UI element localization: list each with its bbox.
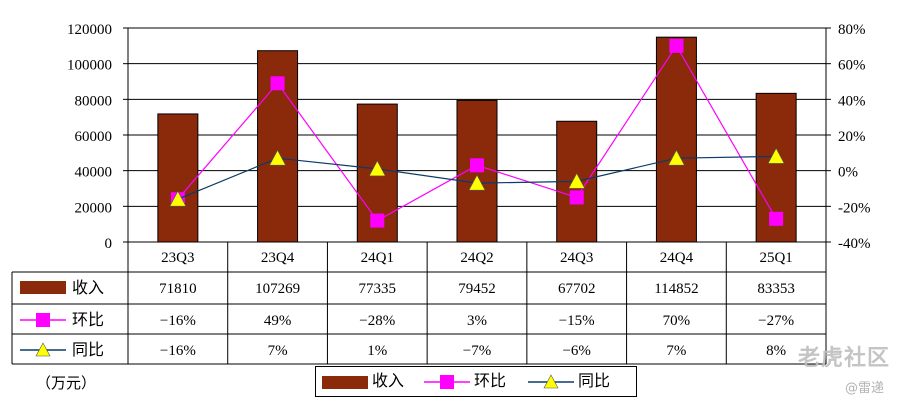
- y-left-tick-label: 120000: [67, 22, 112, 38]
- data-label: 107269: [255, 281, 300, 297]
- legend-label-qoq: 环比: [474, 373, 507, 390]
- y-left-tick-label: 20000: [75, 200, 113, 216]
- bar-24Q4: [655, 36, 697, 243]
- legend-swatch-revenue: [322, 376, 368, 389]
- data-label: 114852: [654, 281, 698, 297]
- row-header-yoy: 同比: [72, 341, 104, 359]
- legend-label-revenue: 收入: [372, 373, 405, 390]
- watermark-text: 老虎社区: [797, 346, 890, 371]
- yoy-point-24Q3: [568, 172, 586, 189]
- yoy-point-24Q2: [468, 174, 486, 191]
- x-tick-label: 24Q3: [560, 250, 593, 266]
- y-left-tick-label: 0: [105, 236, 113, 252]
- x-tick-label: 24Q1: [361, 250, 394, 266]
- y-left-tick-label: 100000: [67, 58, 112, 74]
- data-label: −7%: [463, 343, 491, 359]
- data-label: 71810: [159, 281, 197, 297]
- yoy-point-24Q4: [667, 149, 685, 166]
- data-label: 8%: [766, 343, 786, 359]
- yoy-point-23Q4: [269, 149, 287, 166]
- qoq-point-24Q1: [370, 213, 385, 228]
- bar-23Q3: [157, 113, 199, 243]
- legend-swatch-yoy: [528, 374, 574, 389]
- data-label: −27%: [758, 313, 794, 329]
- unit-label: （万元）: [36, 376, 97, 392]
- qoq-point-24Q3: [569, 190, 584, 205]
- y-right-tick-label: -20%: [838, 200, 871, 216]
- data-label: 77335: [359, 281, 397, 297]
- row-header-qoq: 环比: [72, 311, 104, 329]
- data-label: 79452: [458, 281, 496, 297]
- y-left-tick-label: 40000: [75, 165, 113, 181]
- row-swatch-yoy-marker: [35, 342, 51, 357]
- y-left-tick-label: 60000: [75, 129, 113, 145]
- data-label: 7%: [268, 343, 288, 359]
- qoq-point-23Q4: [270, 76, 285, 91]
- x-tick-label: 25Q1: [759, 250, 792, 266]
- qoq-point-24Q2: [470, 158, 484, 173]
- row-header-revenue: 收入: [72, 279, 104, 297]
- row-swatch-qoq-marker: [36, 313, 50, 327]
- qoq-point-24Q4: [669, 38, 684, 53]
- data-label: 49%: [264, 313, 292, 329]
- y-right-tick-label: 0%: [838, 165, 858, 181]
- data-label: 3%: [467, 313, 487, 329]
- data-label: 70%: [663, 313, 691, 329]
- data-label: −16%: [160, 343, 196, 359]
- yoy-point-24Q1: [368, 160, 386, 177]
- data-label: 7%: [666, 343, 686, 359]
- x-tick-label: 24Q4: [660, 250, 694, 266]
- data-label: −6%: [562, 343, 590, 359]
- yoy-point-25Q1: [767, 147, 785, 164]
- data-label: 83353: [757, 281, 795, 297]
- x-tick-label: 23Q3: [161, 250, 194, 266]
- data-label: −15%: [559, 313, 595, 329]
- data-label: 67702: [558, 281, 596, 297]
- legend-swatch-qoq: [424, 375, 470, 389]
- data-label: −16%: [160, 313, 196, 329]
- qoq-point-25Q1: [769, 211, 784, 226]
- y-right-tick-label: 60%: [838, 58, 866, 74]
- y-right-tick-label: 80%: [838, 22, 866, 38]
- row-swatch-revenue: [20, 281, 66, 294]
- y-right-tick-label: -40%: [838, 236, 871, 252]
- y-right-tick-label: 40%: [838, 93, 866, 109]
- legend-label-yoy: 同比: [578, 373, 611, 390]
- data-label: −28%: [359, 313, 395, 329]
- x-tick-label: 24Q2: [460, 250, 493, 266]
- data-label: 1%: [367, 343, 387, 359]
- x-tick-label: 23Q4: [261, 250, 295, 266]
- y-left-tick-label: 80000: [75, 93, 113, 109]
- y-right-tick-label: 20%: [838, 129, 866, 145]
- yoy-point-23Q3: [169, 190, 187, 207]
- legend: 收入 环比 同比: [315, 366, 637, 397]
- watermark-sub: @雷递: [844, 381, 884, 396]
